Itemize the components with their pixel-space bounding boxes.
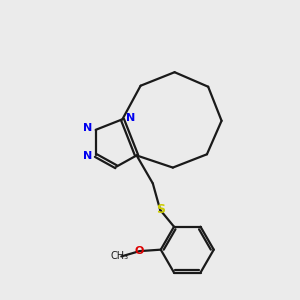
Text: N: N	[83, 151, 92, 161]
Text: CH₃: CH₃	[111, 251, 129, 261]
Text: N: N	[83, 123, 92, 134]
Text: N: N	[126, 113, 135, 123]
Text: O: O	[135, 246, 144, 256]
Text: S: S	[156, 203, 165, 216]
